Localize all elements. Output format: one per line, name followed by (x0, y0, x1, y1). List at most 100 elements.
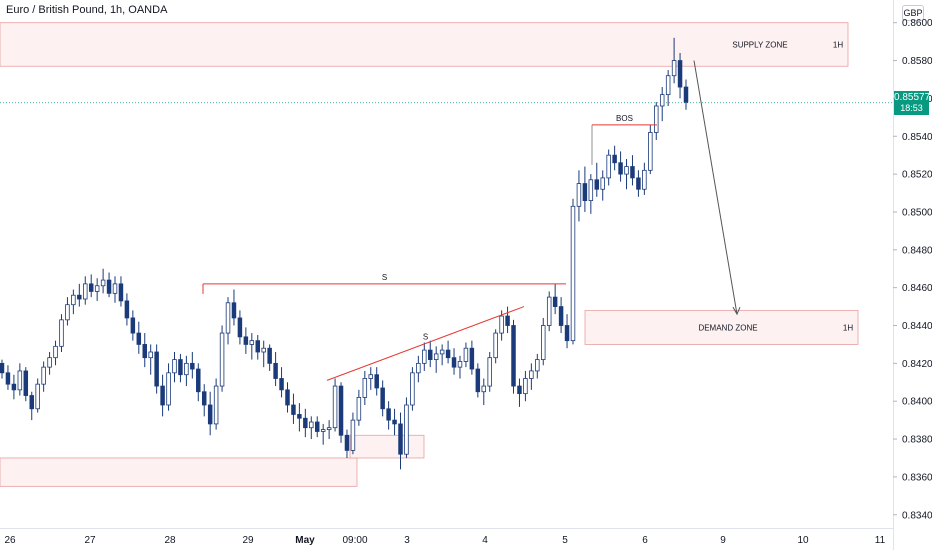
candle-body (368, 374, 374, 379)
candle-body (326, 427, 332, 430)
candle-body (404, 404, 409, 455)
candle-body (564, 325, 570, 342)
projection-arrow-head (732, 306, 741, 316)
candle-body (511, 325, 516, 387)
candle-body (166, 372, 171, 406)
candle-body (5, 372, 11, 385)
candle-body (505, 315, 510, 326)
candle-body (11, 383, 17, 391)
candle-body (618, 162, 623, 175)
candle-body (88, 283, 94, 292)
candle-body (535, 359, 540, 372)
candle-body (570, 205, 576, 342)
candle-body (243, 336, 249, 345)
candle-body (380, 387, 385, 410)
candle-body (356, 397, 362, 421)
candle-body (41, 366, 46, 385)
candle-body (320, 429, 326, 432)
candle-body (344, 434, 350, 451)
candle-body (487, 357, 492, 387)
x-tick-label: 29 (242, 535, 254, 546)
candle-body (303, 417, 308, 429)
x-tick-label: 10 (797, 535, 809, 546)
candle-body (148, 351, 153, 359)
x-tick-label: May (295, 535, 315, 546)
candle-body (77, 294, 82, 300)
candle-body (213, 385, 219, 425)
candle-body (23, 370, 29, 396)
candle-body (29, 395, 34, 410)
candle-body (386, 408, 391, 421)
candle-body (398, 423, 403, 455)
candle-body (94, 285, 100, 292)
x-tick-label: 26 (4, 535, 16, 546)
zone-label: SUPPLY ZONE (732, 40, 787, 49)
candle-body (612, 154, 617, 164)
candle-body (422, 349, 427, 364)
candle-body (225, 302, 231, 334)
candle-body (659, 94, 665, 107)
candle-body (17, 370, 23, 391)
candle-body (481, 385, 487, 393)
candle-body (255, 340, 261, 353)
candle-body (71, 294, 76, 306)
currency-button[interactable]: GBP (902, 5, 924, 21)
candle-body (552, 296, 558, 307)
zone-box (349, 434, 425, 459)
candle-body (172, 359, 177, 374)
candle-body (142, 344, 147, 359)
candle-body (546, 296, 552, 326)
candle-body (201, 391, 207, 406)
x-tick-label: 28 (164, 535, 176, 546)
current-price-tag: 0.85577 18:53 (894, 90, 930, 115)
candle-body (184, 362, 189, 376)
candle-body (291, 404, 296, 415)
candle-body (65, 304, 70, 321)
candle-body (100, 279, 106, 287)
zone-box (0, 22, 849, 67)
candle-body (457, 361, 463, 368)
candle-body (642, 169, 647, 190)
candle-body (112, 283, 118, 294)
projection-arrow-line (693, 60, 738, 315)
candle-body (499, 315, 504, 334)
candle-body (416, 362, 421, 374)
candle-body (665, 75, 671, 96)
candles (0, 37, 689, 470)
candle-countdown: 18:53 (900, 102, 923, 113)
y-tick-label: 0.83400 (902, 510, 932, 521)
candle-body (279, 378, 284, 391)
structure-line (326, 306, 525, 381)
candle-body (338, 385, 344, 436)
candle-body (493, 332, 498, 359)
candle-body (541, 325, 546, 360)
zone-timeframe: 1H (833, 40, 843, 49)
candle-body (517, 385, 522, 395)
candle-body (273, 362, 278, 379)
candle-body (576, 183, 582, 207)
candle-body (529, 370, 534, 379)
x-tick-label: 09:00 (342, 535, 367, 546)
candle-body (314, 421, 320, 432)
candle-body (350, 419, 356, 451)
candle-body (196, 368, 201, 393)
structure-label: S (423, 332, 428, 341)
candle-body (671, 60, 677, 77)
candle-body (297, 414, 302, 419)
candle-body (374, 374, 379, 389)
candle-body (630, 166, 635, 179)
candle-body (261, 347, 266, 353)
candle-body (392, 419, 397, 425)
candle-body (648, 132, 653, 171)
zones: SUPPLY ZONE 1H DEMAND ZONE 1H (0, 22, 859, 487)
